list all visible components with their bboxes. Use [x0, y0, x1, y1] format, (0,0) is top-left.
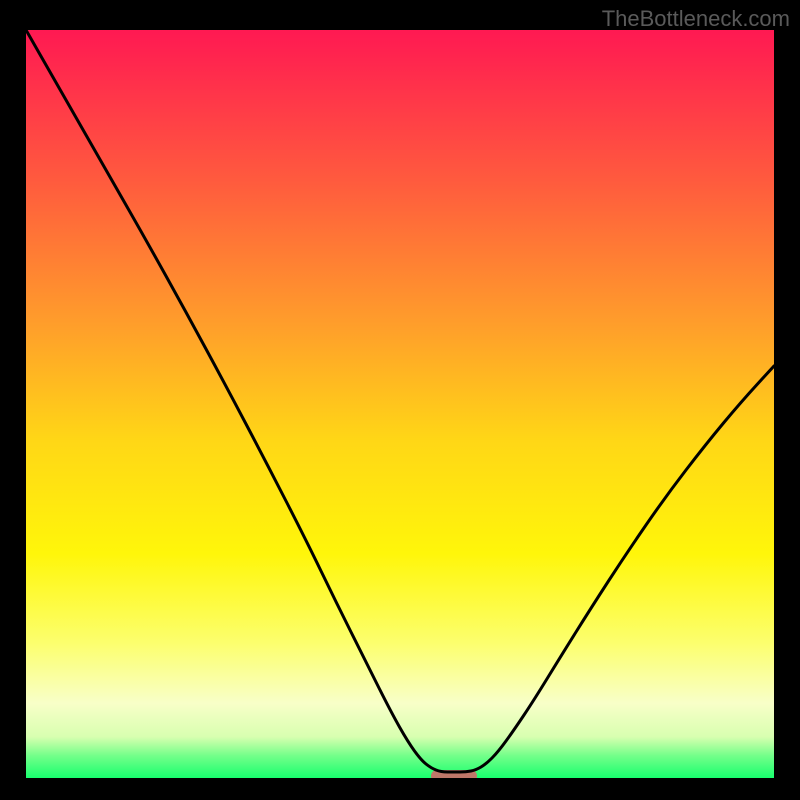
- plot-svg: [26, 30, 774, 778]
- plot-area: [26, 30, 774, 778]
- chart-frame: TheBottleneck.com: [0, 0, 800, 800]
- gradient-background: [26, 30, 774, 778]
- watermark-text: TheBottleneck.com: [602, 6, 790, 32]
